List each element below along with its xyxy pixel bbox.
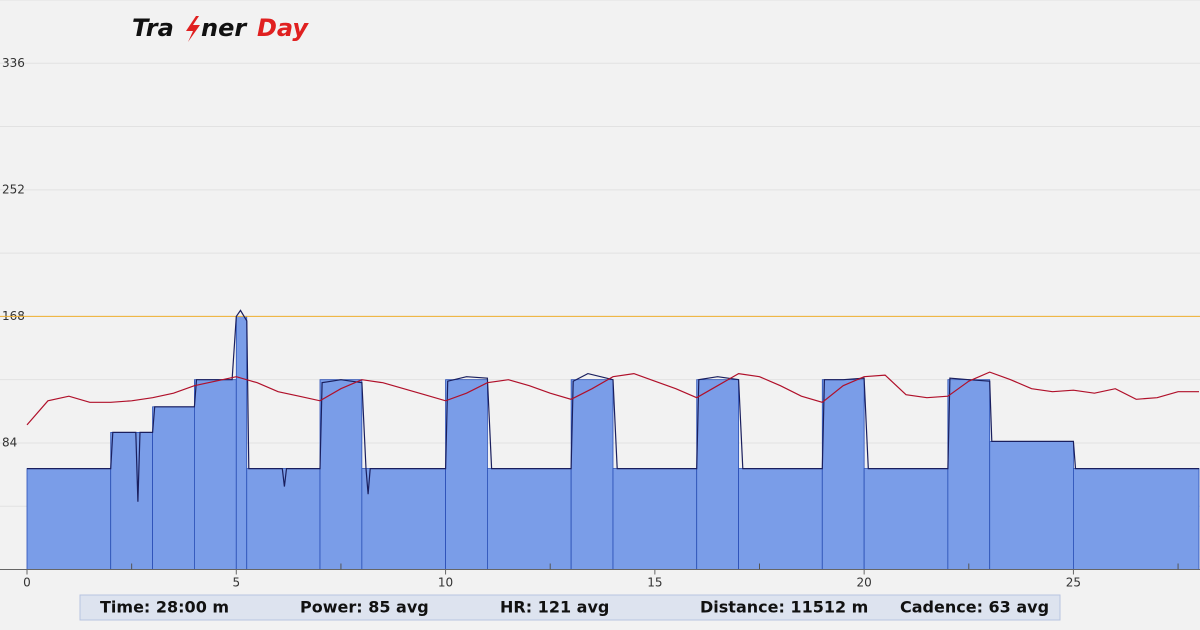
target-step bbox=[487, 468, 572, 570]
target-step bbox=[570, 379, 614, 570]
x-tick-label: 0 bbox=[23, 576, 31, 590]
target-step bbox=[361, 468, 446, 570]
target-step bbox=[445, 379, 488, 570]
logo-text: Tra bbox=[132, 14, 174, 42]
summary-item: Time: 28:00 m bbox=[100, 598, 229, 617]
target-step bbox=[319, 379, 363, 570]
summary-box bbox=[79, 594, 1061, 621]
target-step bbox=[989, 441, 1074, 570]
y-tick-label: 336 bbox=[2, 56, 25, 70]
logo-text: ner bbox=[201, 14, 248, 42]
logo: Tra ner Day bbox=[132, 14, 309, 42]
target-step bbox=[246, 468, 321, 570]
target-step bbox=[947, 379, 991, 570]
target-step bbox=[152, 406, 195, 570]
target-step bbox=[1073, 468, 1200, 570]
logo-bolt bbox=[186, 16, 200, 42]
series-line bbox=[27, 309, 1199, 502]
x-tick-label: 25 bbox=[1066, 576, 1081, 590]
target-step bbox=[738, 468, 823, 570]
target-step bbox=[235, 315, 248, 570]
target-step bbox=[110, 431, 153, 570]
logo-text: Day bbox=[257, 14, 309, 42]
x-tick-label: 5 bbox=[232, 576, 240, 590]
summary-item: Cadence: 63 avg bbox=[900, 598, 1049, 617]
target-step bbox=[194, 379, 237, 570]
y-tick-label: 252 bbox=[2, 182, 25, 196]
x-tick-label: 10 bbox=[438, 576, 453, 590]
target-step bbox=[696, 379, 739, 570]
summary-item: Distance: 11512 m bbox=[700, 598, 868, 617]
target-step bbox=[26, 468, 112, 570]
x-tick-label: 15 bbox=[647, 576, 662, 590]
target-step bbox=[612, 468, 698, 570]
target-step bbox=[821, 379, 865, 570]
x-tick-label: 20 bbox=[857, 576, 872, 590]
target-step bbox=[863, 468, 949, 570]
y-tick-label: 84 bbox=[2, 435, 17, 449]
summary-item: Power: 85 avg bbox=[300, 598, 429, 617]
summary-item: HR: 121 avg bbox=[500, 598, 609, 617]
series-line bbox=[26, 371, 1199, 426]
